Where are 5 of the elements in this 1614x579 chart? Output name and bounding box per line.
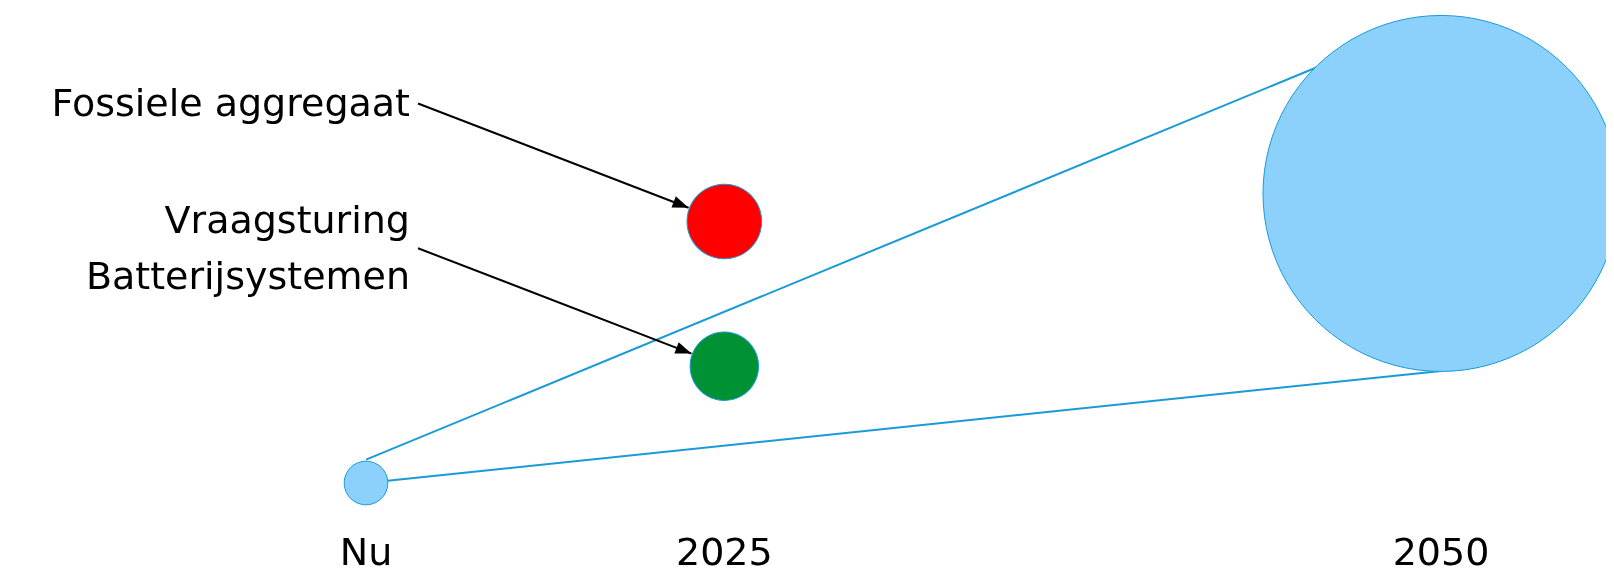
x-tick-label: 2025 [675,530,773,574]
x-tick-label: Nu [339,530,393,574]
x-tick-label: 2050 [1392,530,1490,574]
annotation: Vraagsturing Batterijsystemen [85,198,410,299]
annotation: Fossiele aggregaat [51,81,410,126]
